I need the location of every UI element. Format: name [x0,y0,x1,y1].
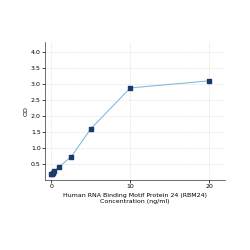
Point [52,169,56,173]
Point [50,171,54,175]
Point [50,172,54,176]
Point [57,164,61,168]
Y-axis label: OD: OD [23,106,28,116]
Point [69,155,73,159]
Point [207,79,211,83]
Point [128,86,132,90]
Point [89,127,93,131]
X-axis label: Human RNA Binding Motif Protein 24 (RBM24)
Concentration (ng/ml): Human RNA Binding Motif Protein 24 (RBM2… [63,193,207,204]
Point [49,172,53,176]
